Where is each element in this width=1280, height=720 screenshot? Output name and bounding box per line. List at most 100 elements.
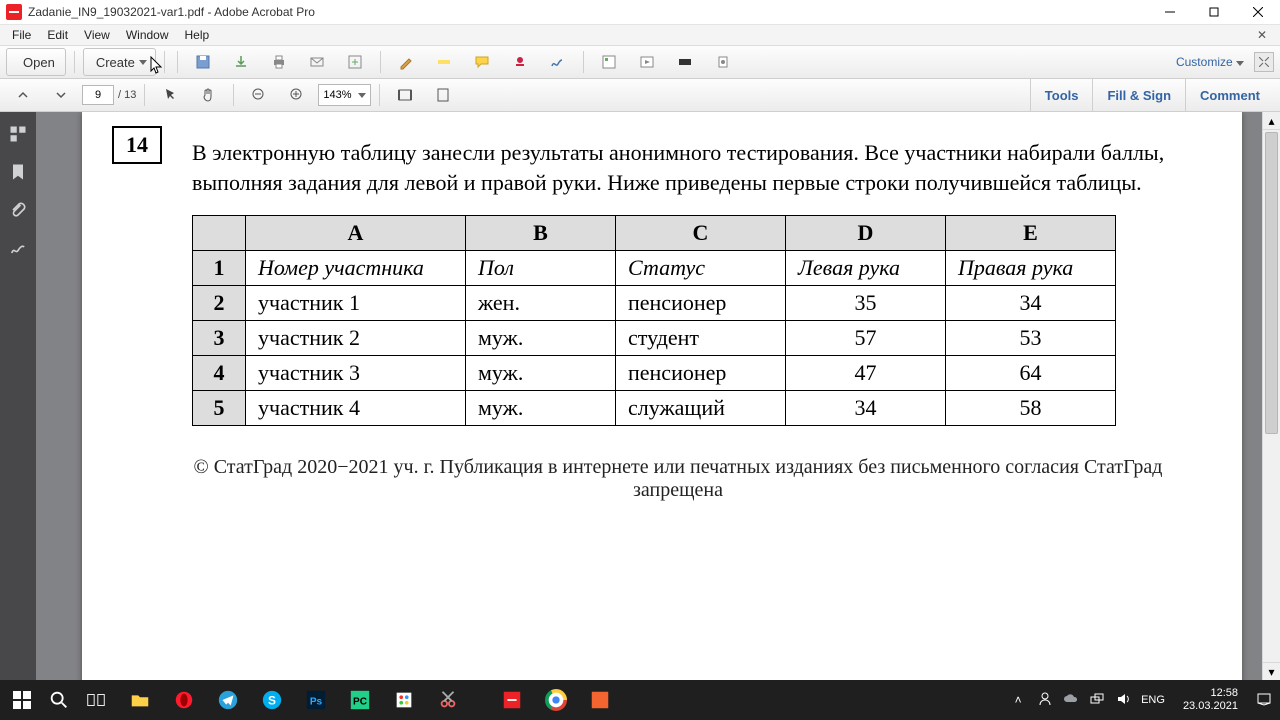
table-row: 2участник 1жен.пенсионер3534 xyxy=(193,286,1116,321)
menu-window[interactable]: Window xyxy=(118,27,177,43)
highlight-button[interactable] xyxy=(427,49,461,75)
window-title: Zadanie_IN9_19032021-var1.pdf - Adobe Ac… xyxy=(28,5,315,19)
table-row: 5участник 4муж.служащий3458 xyxy=(193,391,1116,426)
table-cell: 58 xyxy=(946,391,1116,426)
copyright-text: © СтатГрад 2020−2021 уч. г. Публикация в… xyxy=(192,456,1164,502)
attachments-icon[interactable] xyxy=(8,200,28,220)
table-row: 3участник 2муж.студент5753 xyxy=(193,321,1116,356)
taskbar-app-explorer[interactable] xyxy=(118,680,162,720)
tray-clock[interactable]: 12:58 23.03.2021 xyxy=(1175,687,1246,712)
page-down-button[interactable] xyxy=(44,82,78,108)
table-cell: 53 xyxy=(946,321,1116,356)
start-button[interactable] xyxy=(0,680,44,720)
page-number-input[interactable]: 9 xyxy=(82,85,114,105)
row-number: 5 xyxy=(193,391,246,426)
edit-text-button[interactable] xyxy=(389,49,423,75)
taskbar-app-opera[interactable] xyxy=(162,680,206,720)
tray-network-icon[interactable] xyxy=(1089,691,1105,710)
menubar: File Edit View Window Help ✕ xyxy=(0,25,1280,46)
table-cell: Правая рука xyxy=(946,251,1116,286)
taskbar-search-icon[interactable] xyxy=(44,680,74,720)
taskbar-app-acrobat[interactable] xyxy=(490,680,534,720)
create-button[interactable]: Create xyxy=(83,48,156,76)
table-col-a: A xyxy=(246,216,466,251)
row-number: 2 xyxy=(193,286,246,321)
table-cell: 64 xyxy=(946,356,1116,391)
mouse-cursor-icon xyxy=(150,56,164,76)
share-button[interactable] xyxy=(338,49,372,75)
select-tool-button[interactable] xyxy=(153,82,187,108)
task-view-icon[interactable] xyxy=(74,680,118,720)
maximize-button[interactable] xyxy=(1192,0,1236,24)
taskbar-app-snip[interactable] xyxy=(426,680,470,720)
action-button[interactable] xyxy=(706,49,740,75)
scroll-down-icon[interactable]: ▾ xyxy=(1263,662,1280,680)
table-cell: Левая рука xyxy=(786,251,946,286)
svg-text:S: S xyxy=(268,694,276,708)
close-button[interactable] xyxy=(1236,0,1280,24)
fill-sign-link[interactable]: Fill & Sign xyxy=(1092,79,1185,111)
tray-volume-icon[interactable] xyxy=(1115,691,1131,710)
scroll-thumb[interactable] xyxy=(1265,132,1278,434)
taskbar-app-photoshop[interactable]: Ps xyxy=(294,680,338,720)
menu-file[interactable]: File xyxy=(4,27,39,43)
taskbar-app-paint[interactable] xyxy=(382,680,426,720)
table-cell: участник 4 xyxy=(246,391,466,426)
redact-button[interactable] xyxy=(668,49,702,75)
print-button[interactable] xyxy=(262,49,296,75)
tools-link[interactable]: Tools xyxy=(1030,79,1093,111)
fit-page-button[interactable] xyxy=(426,82,460,108)
table-cell: 47 xyxy=(786,356,946,391)
taskbar-app-chrome[interactable] xyxy=(534,680,578,720)
tray-language[interactable]: ENG xyxy=(1141,694,1165,706)
form-button[interactable] xyxy=(592,49,626,75)
system-tray: ˄ ENG 12:58 23.03.2021 xyxy=(1001,687,1280,712)
taskbar-app-unknown[interactable] xyxy=(578,680,622,720)
tray-onedrive-icon[interactable] xyxy=(1063,691,1079,710)
data-table: A B C D E 1Номер участникаПолСтатусЛевая… xyxy=(192,215,1116,426)
minimize-button[interactable] xyxy=(1148,0,1192,24)
email-button[interactable] xyxy=(300,49,334,75)
export-button[interactable] xyxy=(224,49,258,75)
taskbar-app-telegram[interactable] xyxy=(206,680,250,720)
tray-overflow-icon[interactable]: ˄ xyxy=(1009,693,1027,707)
comment-button[interactable] xyxy=(465,49,499,75)
taskbar-app-skype[interactable]: S xyxy=(250,680,294,720)
zoom-in-button[interactable] xyxy=(280,82,314,108)
expand-toolbar-button[interactable] xyxy=(1254,52,1274,72)
thumbnails-icon[interactable] xyxy=(8,124,28,144)
signatures-icon[interactable] xyxy=(8,238,28,258)
open-label: Open xyxy=(23,55,55,70)
multimedia-button[interactable] xyxy=(630,49,664,75)
comment-link[interactable]: Comment xyxy=(1185,79,1274,111)
taskbar-app-pycharm[interactable]: PC xyxy=(338,680,382,720)
table-cell: служащий xyxy=(616,391,786,426)
vertical-scrollbar[interactable]: ▴ ▾ xyxy=(1262,112,1280,680)
table-row: 1Номер участникаПолСтатусЛевая рукаПрава… xyxy=(193,251,1116,286)
hand-tool-button[interactable] xyxy=(191,82,225,108)
tray-notifications-icon[interactable] xyxy=(1256,691,1272,710)
stamp-button[interactable] xyxy=(503,49,537,75)
menu-edit[interactable]: Edit xyxy=(39,27,76,43)
customize-link[interactable]: Customize xyxy=(1170,55,1250,69)
zoom-select[interactable]: 143% xyxy=(318,84,370,106)
scroll-up-icon[interactable]: ▴ xyxy=(1263,112,1280,130)
table-cell: Пол xyxy=(466,251,616,286)
zoom-out-button[interactable] xyxy=(242,82,276,108)
save-button[interactable] xyxy=(186,49,220,75)
table-col-c: C xyxy=(616,216,786,251)
document-viewport: 14 В электронную таблицу занесли результ… xyxy=(36,112,1280,680)
menu-help[interactable]: Help xyxy=(177,27,218,43)
open-button[interactable]: Open xyxy=(6,48,66,76)
menu-view[interactable]: View xyxy=(76,27,118,43)
document-scroll-area[interactable]: 14 В электронную таблицу занесли результ… xyxy=(36,112,1262,680)
page-up-button[interactable] xyxy=(6,82,40,108)
sign-button[interactable] xyxy=(541,49,575,75)
pdf-page: 14 В электронную таблицу занесли результ… xyxy=(82,112,1242,680)
table-cell: муж. xyxy=(466,321,616,356)
bookmarks-icon[interactable] xyxy=(8,162,28,182)
fit-width-button[interactable] xyxy=(388,82,422,108)
tray-people-icon[interactable] xyxy=(1037,691,1053,710)
doc-close-icon[interactable]: ✕ xyxy=(1252,28,1272,42)
table-col-b: B xyxy=(466,216,616,251)
